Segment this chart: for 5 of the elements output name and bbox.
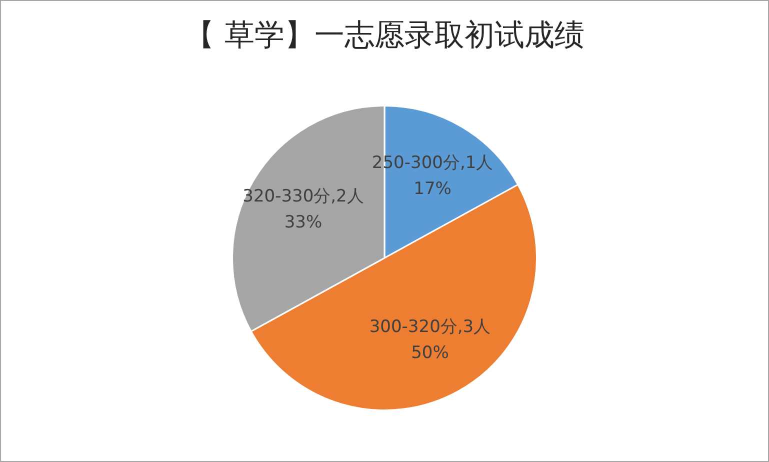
data-label: 17%	[414, 179, 452, 200]
slice-label: 300-320分,3人	[369, 317, 491, 338]
data-label: 50%	[411, 343, 449, 364]
chart-title: 【 草学】一志愿录取初试成绩	[184, 18, 584, 53]
data-label: 33%	[284, 212, 322, 232]
